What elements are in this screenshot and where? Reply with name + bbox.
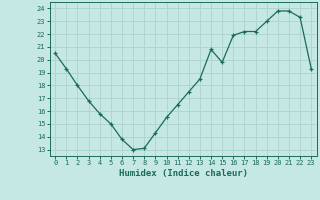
X-axis label: Humidex (Indice chaleur): Humidex (Indice chaleur) xyxy=(119,169,248,178)
